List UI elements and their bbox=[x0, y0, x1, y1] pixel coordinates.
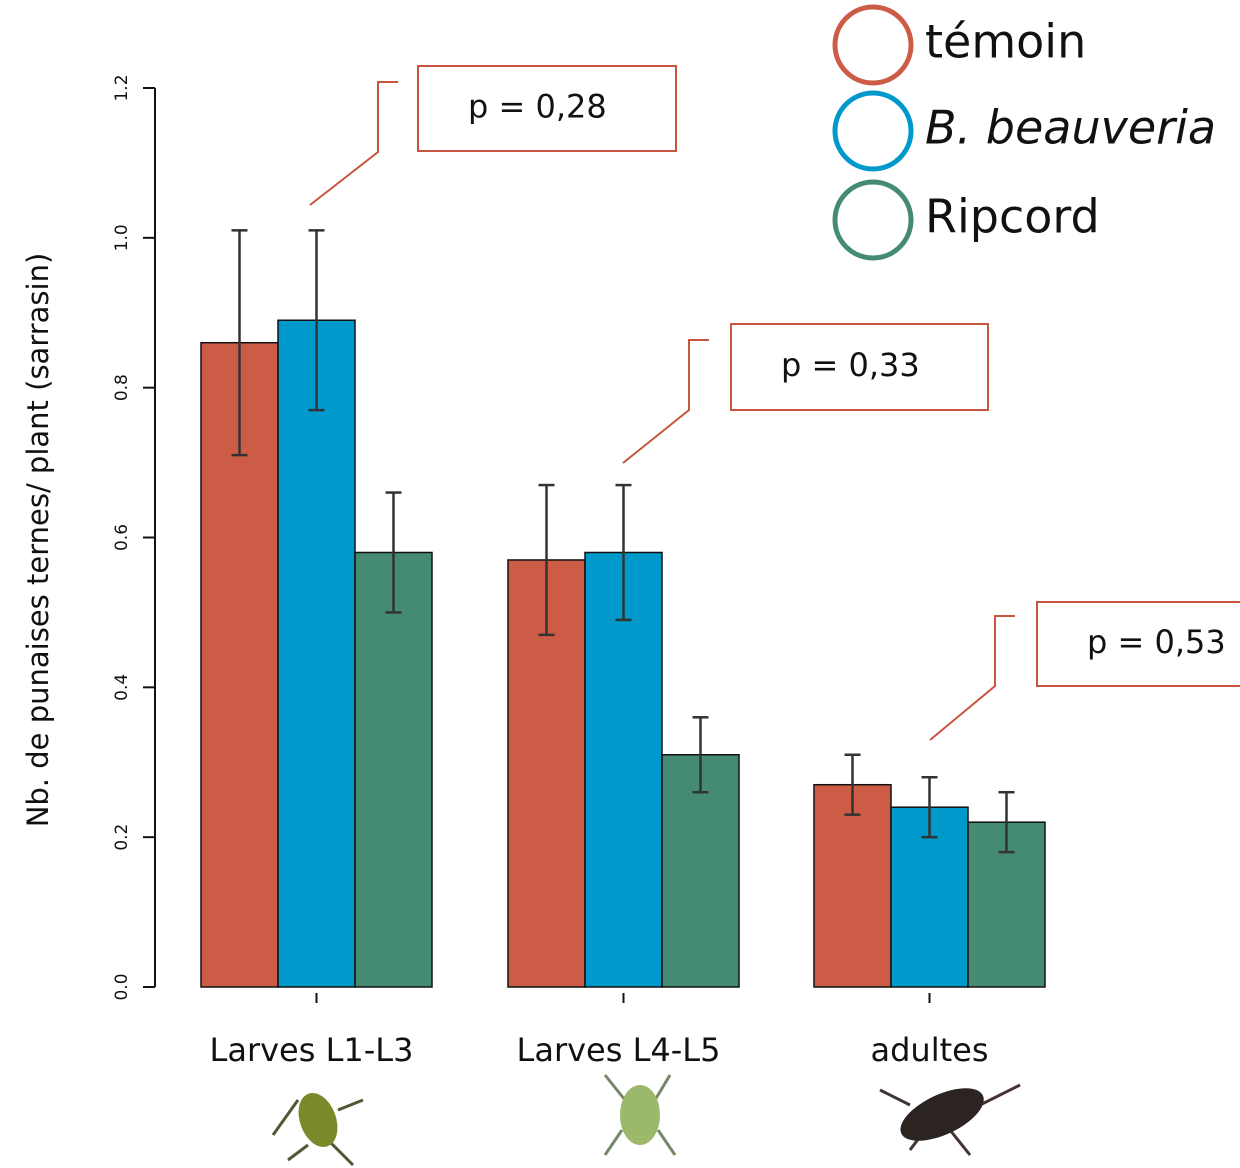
x-tick-label: Larves L1-L3 bbox=[210, 1031, 414, 1069]
chart: Nb. de punaises ternes/ plant (sarrasin)… bbox=[0, 0, 1240, 1168]
y-tick-label: 1.2 bbox=[112, 74, 132, 101]
y-tick-label: 0.2 bbox=[112, 824, 132, 851]
insect-icon bbox=[605, 1075, 675, 1155]
legend-marker bbox=[835, 182, 911, 258]
y-tick-label: 0.4 bbox=[112, 674, 132, 701]
page: Nb. de punaises ternes/ plant (sarrasin)… bbox=[0, 0, 1240, 1168]
y-tick-label: 0.0 bbox=[112, 973, 132, 1000]
y-tick-label: 0.6 bbox=[112, 524, 132, 551]
callout-line bbox=[310, 82, 398, 205]
insect-icon bbox=[880, 1077, 1020, 1155]
legend-label: B. beauveria bbox=[925, 101, 1216, 155]
annotation: p = 0,28 bbox=[468, 88, 607, 126]
x-tick-label: adultes bbox=[871, 1031, 989, 1069]
callout-line bbox=[930, 616, 1015, 740]
x-tick-label: Larves L4-L5 bbox=[517, 1031, 721, 1069]
legend-label: Ripcord bbox=[925, 190, 1100, 244]
bar bbox=[278, 320, 355, 987]
annotation: p = 0,33 bbox=[781, 346, 920, 384]
insect-icons bbox=[273, 1075, 1020, 1165]
legend-marker bbox=[835, 7, 911, 83]
y-axis-label: Nb. de punaises ternes/ plant (sarrasin) bbox=[21, 253, 55, 828]
annotation: p = 0,53 bbox=[1087, 623, 1226, 661]
legend-label: témoin bbox=[925, 15, 1086, 69]
callout-line bbox=[623, 340, 709, 463]
legend-marker bbox=[835, 93, 911, 169]
insect-icon bbox=[273, 1088, 363, 1165]
y-tick-label: 0.8 bbox=[112, 374, 132, 401]
bar bbox=[355, 552, 432, 987]
y-tick-label: 1.0 bbox=[112, 224, 132, 251]
